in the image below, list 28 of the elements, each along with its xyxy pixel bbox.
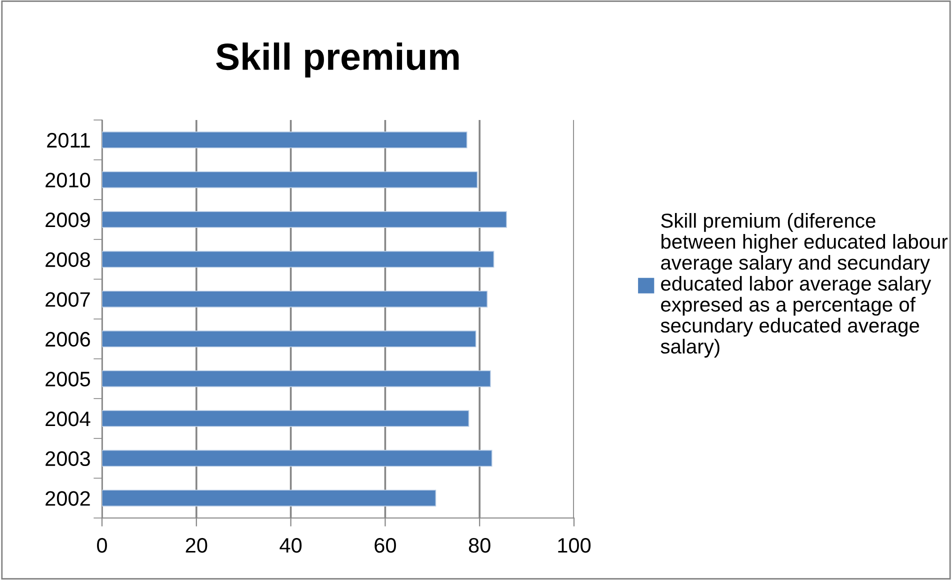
bar <box>102 450 492 467</box>
y-tick-label: 2005 <box>46 372 90 386</box>
x-tick-label: 20 <box>186 538 208 553</box>
bar <box>102 490 436 506</box>
y-tick-label: 2006 <box>46 332 90 347</box>
bar <box>102 410 470 427</box>
bar <box>102 250 494 268</box>
legend-label: Skill premium (diference between higher educated labour average salary and secundary educated labor average salary expresed as a percentage of secundary educated average salary) <box>660 213 948 358</box>
x-tick-label: 60 <box>374 538 396 553</box>
bar <box>102 171 478 188</box>
y-tick-label: 2004 <box>46 412 90 426</box>
bar <box>102 370 491 388</box>
y-tick-label: 2008 <box>46 252 90 268</box>
bar <box>102 211 507 228</box>
y-tick-label: 2003 <box>46 451 90 466</box>
bar <box>102 132 468 148</box>
y-tick-label: 2007 <box>46 292 90 307</box>
x-tick-label: 80 <box>468 538 490 553</box>
chart-title: Skill premium <box>216 42 459 78</box>
x-tick-label: 100 <box>558 538 591 553</box>
x-tick-label: 0 <box>97 538 107 553</box>
y-tick-label: 2010 <box>46 172 90 188</box>
bar <box>102 290 488 308</box>
bar <box>102 330 476 348</box>
y-tick-label: 2002 <box>46 491 90 506</box>
y-tick-label: 2009 <box>46 212 90 228</box>
x-tick-label: 40 <box>280 538 302 553</box>
y-tick-label: 2011 <box>47 132 90 148</box>
